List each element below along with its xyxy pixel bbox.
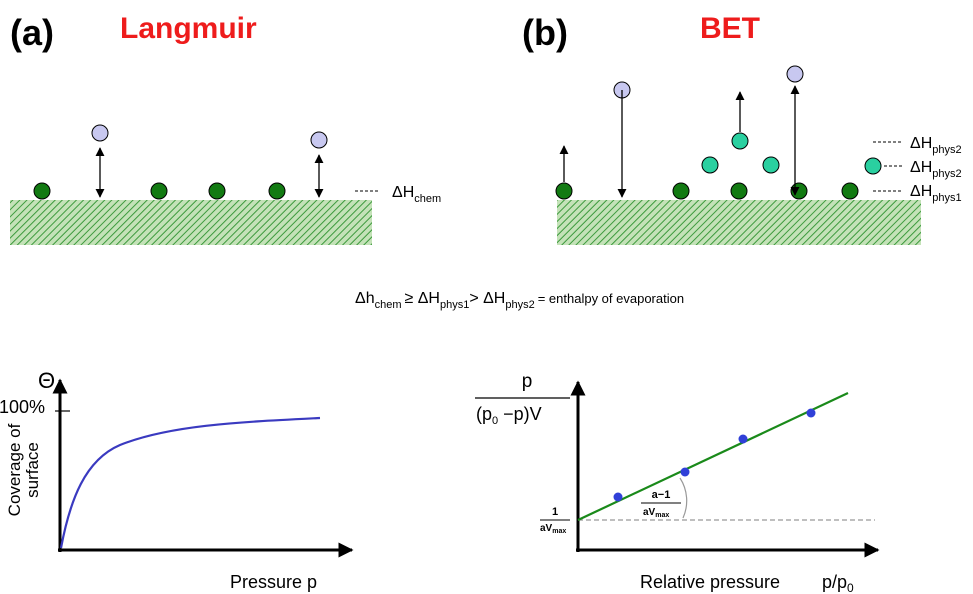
- y-label: Coverage of surface: [5, 423, 42, 516]
- subscript: 0: [847, 581, 854, 594]
- subscript: max: [655, 512, 669, 519]
- term: ≥ ΔH: [405, 290, 440, 307]
- y-symbol: Θ: [38, 368, 55, 393]
- intercept-numerator: 1: [552, 506, 558, 518]
- y-mark: 100%: [0, 397, 45, 417]
- y-label-line: Coverage of: [5, 423, 24, 516]
- adsorbed-molecules: [34, 183, 285, 199]
- x-label: Relative pressure: [640, 572, 780, 592]
- figure: (a) Langmuir ΔHchem (b) BET ΔHphys2 ΔHph…: [0, 0, 973, 594]
- relation: Δhchem≥ ΔHphys1> ΔHphys2 = enthalpy of ev…: [355, 290, 684, 311]
- panel-title: BET: [700, 12, 760, 45]
- adsorbed-molecules: [556, 183, 858, 199]
- subscript: phys2: [932, 144, 961, 156]
- panel-title: Langmuir: [120, 12, 257, 45]
- isotherm-curve: [61, 418, 320, 548]
- term: = enthalpy of evaporation: [538, 291, 684, 306]
- term: > ΔH: [469, 290, 505, 307]
- intercept-denominator: aVmax: [540, 523, 566, 535]
- level-label: ΔHphys2: [910, 135, 962, 156]
- term: −p)V: [498, 404, 542, 424]
- subscript: chem: [414, 193, 441, 205]
- y-label-line: surface: [23, 442, 42, 498]
- symbol: ΔH: [910, 159, 932, 176]
- y-denominator: (p0 −p)V: [476, 404, 542, 427]
- symbol: ΔH: [392, 184, 414, 201]
- subscript: chem: [375, 299, 402, 311]
- subscript: phys1: [932, 192, 961, 204]
- level-label: ΔHphys2: [910, 159, 962, 180]
- level-label: ΔHchem: [392, 184, 441, 205]
- panel-label: (b): [522, 12, 568, 53]
- term: p/p: [822, 572, 847, 592]
- x-symbol: p/p0: [822, 572, 854, 594]
- term: aV: [643, 507, 656, 518]
- slope-denominator: aVmax: [643, 507, 669, 519]
- symbol: ΔH: [910, 135, 932, 152]
- gas-molecules: [92, 125, 327, 148]
- symbol: ΔH: [910, 183, 932, 200]
- subscript: max: [552, 528, 566, 535]
- gas-molecules: [614, 66, 803, 98]
- term: Δh: [355, 290, 375, 307]
- term: aV: [540, 523, 553, 534]
- term: (p: [476, 404, 492, 424]
- subscript: phys2: [505, 299, 534, 311]
- surface: [10, 200, 372, 245]
- panel-label: (a): [10, 12, 54, 53]
- subscript: phys2: [932, 168, 961, 180]
- subscript: phys1: [440, 299, 469, 311]
- angle-arc: [680, 478, 687, 518]
- slope-numerator: a−1: [652, 489, 671, 501]
- x-label: Pressure p: [230, 572, 317, 592]
- surface: [557, 200, 921, 245]
- y-numerator: p: [522, 371, 533, 392]
- second-layer-molecules: [702, 133, 881, 174]
